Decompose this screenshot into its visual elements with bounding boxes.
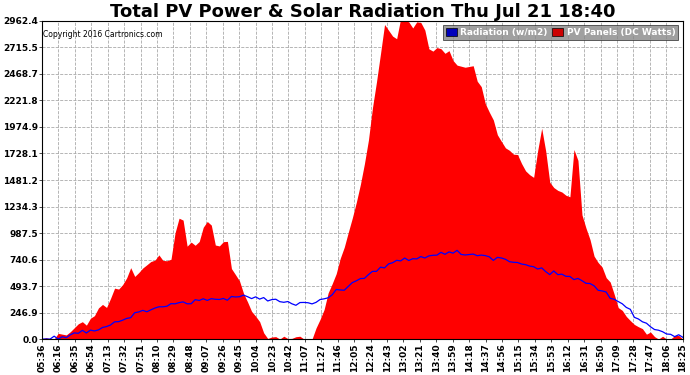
Text: Copyright 2016 Cartronics.com: Copyright 2016 Cartronics.com bbox=[43, 30, 162, 39]
Title: Total PV Power & Solar Radiation Thu Jul 21 18:40: Total PV Power & Solar Radiation Thu Jul… bbox=[110, 3, 615, 21]
Legend: Radiation (w/m2), PV Panels (DC Watts): Radiation (w/m2), PV Panels (DC Watts) bbox=[443, 26, 678, 40]
